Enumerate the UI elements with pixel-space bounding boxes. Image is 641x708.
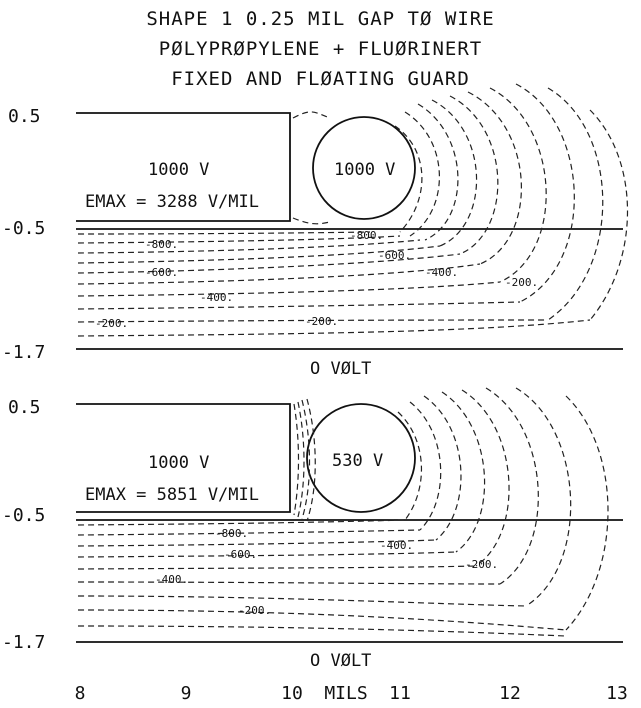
bottom-arc [297,401,305,518]
x-tick-9: 9 [181,683,192,704]
bottom-contour [77,551,457,558]
bottom-wire [306,403,416,513]
top-ytick-neg0-5: -0.5 [2,218,45,239]
bottom-arc [461,389,510,567]
top-dielectric-contours [77,231,591,337]
top-wire-voltage: 1000 V [334,160,395,180]
x-tick-11: 11 [389,683,411,704]
top-contour [77,263,481,285]
bottom-arc [409,401,442,531]
x-axis: 8 9 10 MILS 11 12 13 [75,683,628,704]
bottom-arc [485,387,539,585]
top-arc [394,125,423,233]
top-arc [449,95,499,255]
bottom-wire-voltage: 530 V [332,451,383,471]
bottom-ytick-0-5: 0.5 [8,397,41,418]
top-contour-label: -400. [200,291,233,304]
bottom-contour [77,519,406,526]
bottom-arc [301,399,311,520]
bottom-panel: 0.5 -0.5 -1.7 1000 V EMAX = 5851 V/MIL 5… [2,387,623,671]
bottom-contour-label: -200. [238,604,271,617]
top-arc [292,217,331,225]
bottom-contour-label: -400. [380,539,413,552]
bottom-contour [77,565,477,570]
top-emax-label: EMAX = 3288 V/MIL [85,192,259,212]
top-arc [589,109,629,321]
bottom-contour [77,539,437,547]
top-contour-label: -800. [145,238,178,251]
bottom-arc [423,395,462,541]
top-arc [547,87,604,321]
bottom-equipotential-arcs [293,387,609,631]
top-contour [77,253,461,274]
bottom-contour-label: -400. [155,573,188,586]
top-arc [489,87,547,283]
top-contour-label: -600. [378,249,411,262]
bottom-emax-label: EMAX = 5851 V/MIL [85,485,259,505]
title-line-3: FIXED AND FLØATING GUARD [171,68,470,90]
top-contour [77,245,441,264]
bottom-arc [397,411,422,521]
bottom-contour [77,595,527,607]
bottom-contour-label: -800. [215,527,248,540]
title-line-1: SHAPE 1 0.25 MIL GAP TØ WIRE [146,8,495,30]
bottom-arc [306,398,316,522]
top-arc [292,111,331,119]
bottom-contour-label: -200. [465,558,498,571]
top-contour [77,231,371,235]
top-contour [77,301,521,310]
bottom-arc [565,395,609,631]
bottom-contour-label: -600. [224,548,257,561]
x-tick-8: 8 [75,683,86,704]
top-contour-label: -200. [305,315,338,328]
x-tick-12: 12 [499,683,521,704]
bottom-arc [441,391,486,553]
x-tick-13: 13 [606,683,628,704]
top-arc [404,111,440,237]
bottom-contour [77,529,421,536]
top-contour [77,319,591,337]
x-axis-label: MILS [324,683,367,704]
top-contour [77,319,549,323]
top-panel: 0.5 -0.5 -1.7 1000 V EMAX = 3288 V/MIL 1… [2,83,629,379]
bottom-ground-label: O VØLT [310,651,371,671]
top-contour-label: -200. [505,276,538,289]
top-equipotential-arcs [292,83,629,321]
top-arc [431,99,478,247]
top-arc [417,103,459,241]
top-ytick-0-5: 0.5 [8,106,41,127]
top-electrode-block [76,112,291,222]
bottom-electrode-block [76,403,291,513]
top-contour-label: -600. [145,266,178,279]
title-line-2: PØLYPRØPYLENE + FLUØRINERT [158,38,483,60]
bottom-contour [77,581,501,585]
bottom-arc [293,403,300,516]
top-contour-label: -200. [95,317,128,330]
top-contour-label: -400. [425,266,458,279]
top-arc [515,83,575,303]
top-contour [77,235,401,244]
top-ground-label: O VØLT [310,359,371,379]
x-tick-10: 10 [281,683,303,704]
bottom-dielectric-contours [77,519,567,637]
bottom-ytick-neg0-5: -0.5 [2,505,45,526]
top-wire [312,116,416,220]
bottom-contour [77,609,567,631]
top-block-voltage: 1000 V [148,160,209,180]
bottom-contour [77,625,567,637]
top-ytick-neg1-7: -1.7 [2,342,45,363]
top-arc [467,91,522,265]
top-contour-label: -800. [350,229,383,242]
top-contour [77,281,501,297]
bottom-arc [515,387,572,607]
bottom-block-voltage: 1000 V [148,453,209,473]
bottom-ytick-neg1-7: -1.7 [2,632,45,653]
